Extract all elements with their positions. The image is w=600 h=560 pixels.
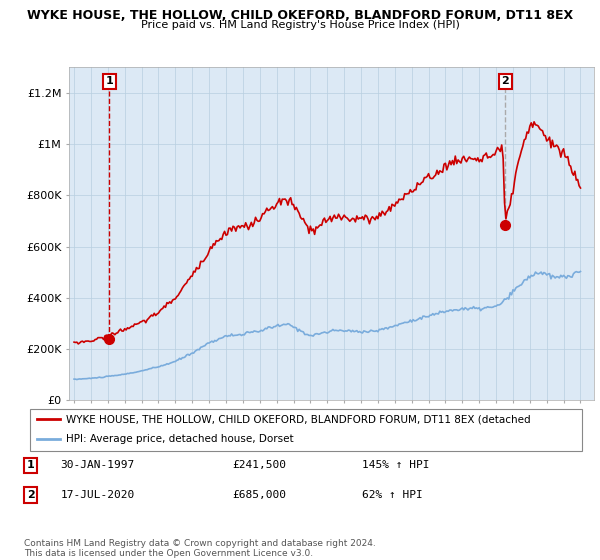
- Text: 62% ↑ HPI: 62% ↑ HPI: [362, 490, 423, 500]
- Text: 2: 2: [502, 76, 509, 86]
- Text: 2: 2: [27, 490, 35, 500]
- FancyBboxPatch shape: [30, 409, 582, 451]
- Text: 30-JAN-1997: 30-JAN-1997: [61, 460, 135, 470]
- Text: HPI: Average price, detached house, Dorset: HPI: Average price, detached house, Dors…: [66, 434, 293, 444]
- Text: 1: 1: [27, 460, 35, 470]
- Text: Price paid vs. HM Land Registry's House Price Index (HPI): Price paid vs. HM Land Registry's House …: [140, 20, 460, 30]
- Text: £241,500: £241,500: [233, 460, 287, 470]
- Text: £685,000: £685,000: [233, 490, 287, 500]
- Text: WYKE HOUSE, THE HOLLOW, CHILD OKEFORD, BLANDFORD FORUM, DT11 8EX: WYKE HOUSE, THE HOLLOW, CHILD OKEFORD, B…: [27, 9, 573, 22]
- Text: 145% ↑ HPI: 145% ↑ HPI: [362, 460, 430, 470]
- Text: 17-JUL-2020: 17-JUL-2020: [61, 490, 135, 500]
- Text: Contains HM Land Registry data © Crown copyright and database right 2024.
This d: Contains HM Land Registry data © Crown c…: [24, 539, 376, 558]
- Text: WYKE HOUSE, THE HOLLOW, CHILD OKEFORD, BLANDFORD FORUM, DT11 8EX (detached: WYKE HOUSE, THE HOLLOW, CHILD OKEFORD, B…: [66, 414, 530, 424]
- Text: 1: 1: [106, 76, 113, 86]
